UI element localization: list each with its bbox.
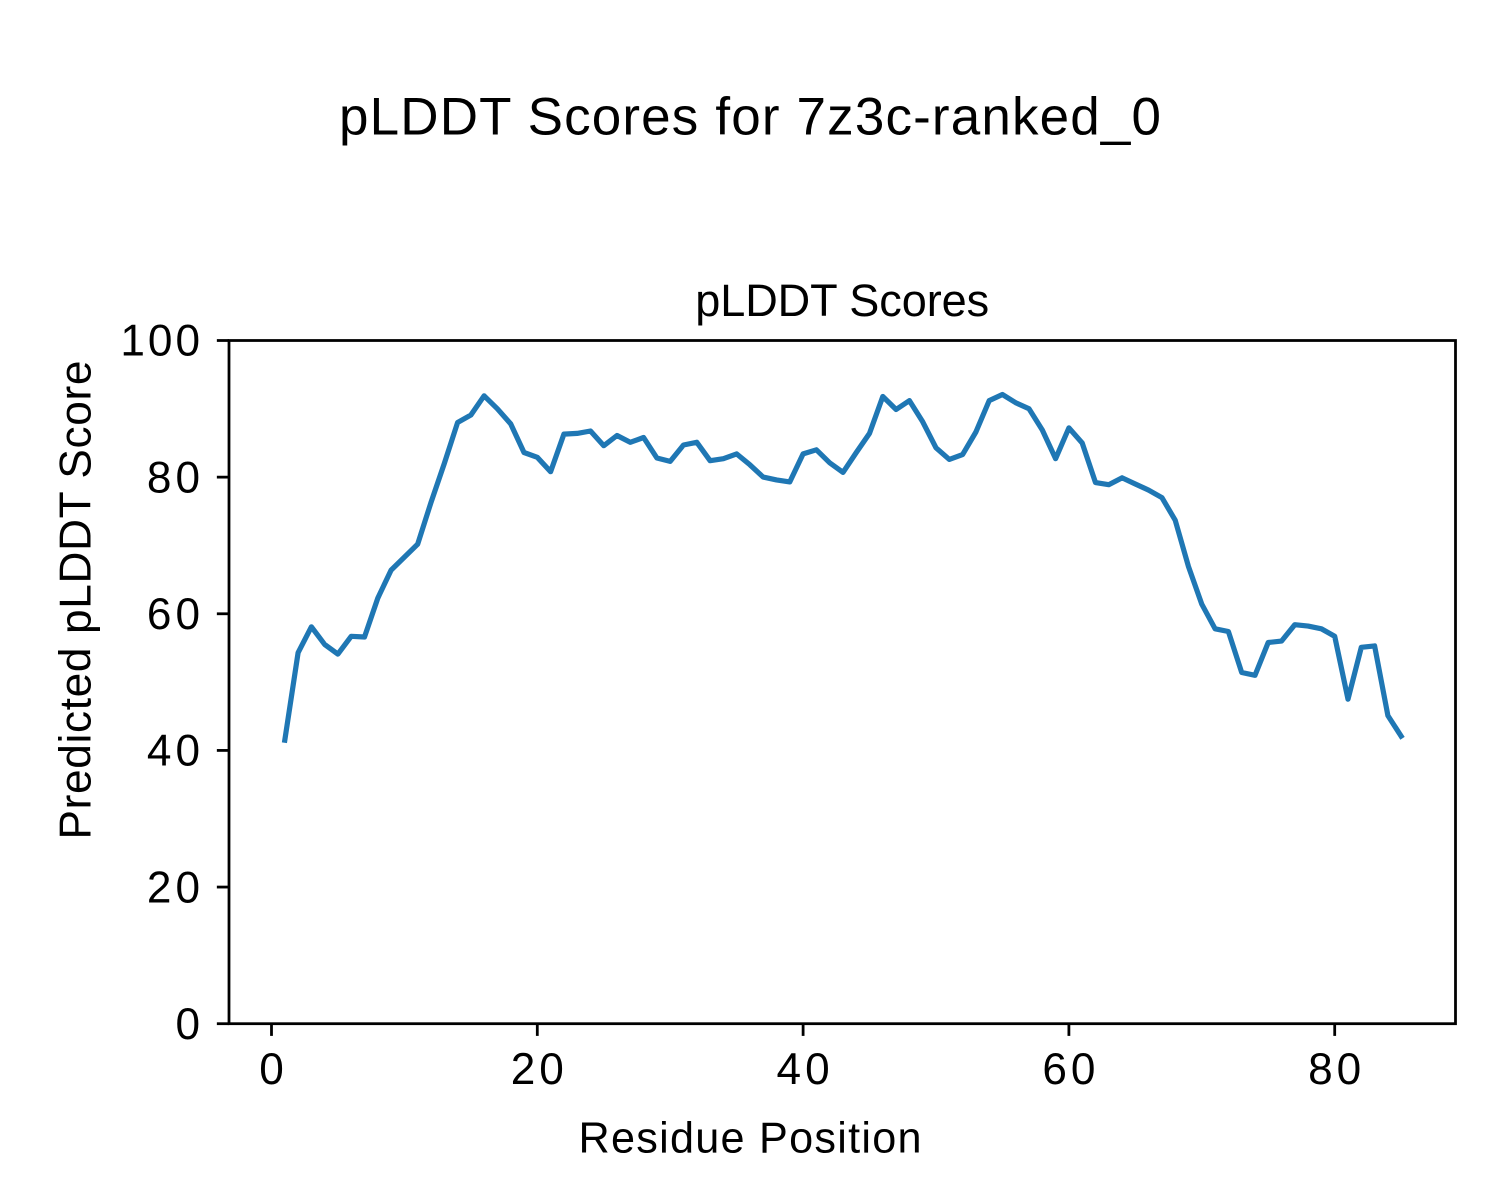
svg-text:Residue Position: Residue Position: [579, 1114, 922, 1162]
svg-text:0: 0: [175, 1000, 200, 1049]
svg-text:0: 0: [259, 1045, 284, 1094]
svg-text:pLDDT Scores for 7z3c-ranked_0: pLDDT Scores for 7z3c-ranked_0: [339, 88, 1161, 147]
svg-text:100: 100: [120, 317, 200, 366]
svg-text:pLDDT Scores: pLDDT Scores: [695, 275, 989, 326]
svg-text:Predicted pLDDT Score: Predicted pLDDT Score: [52, 361, 101, 840]
